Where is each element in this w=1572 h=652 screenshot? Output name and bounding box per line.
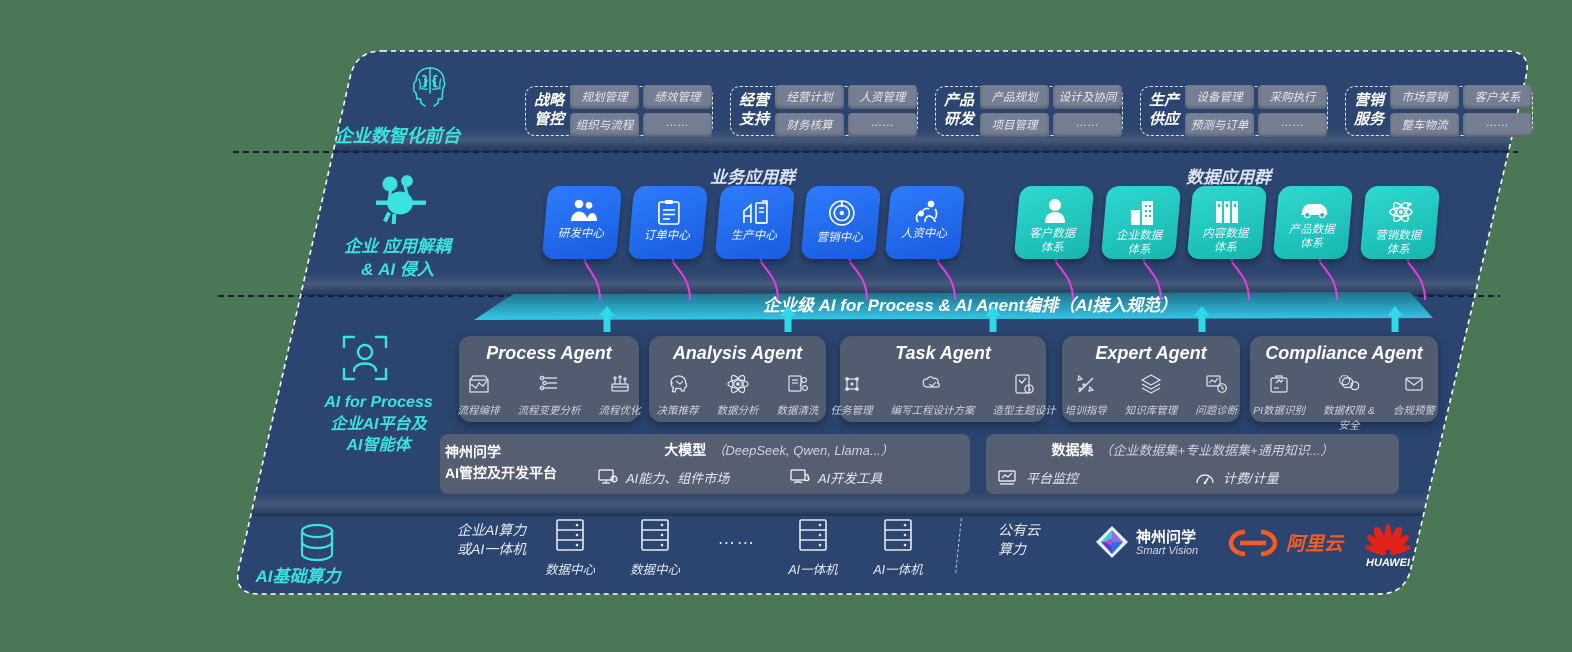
svg-text:HUAWEI: HUAWEI xyxy=(1366,557,1411,569)
svg-text:阿里云: 阿里云 xyxy=(1286,534,1345,555)
